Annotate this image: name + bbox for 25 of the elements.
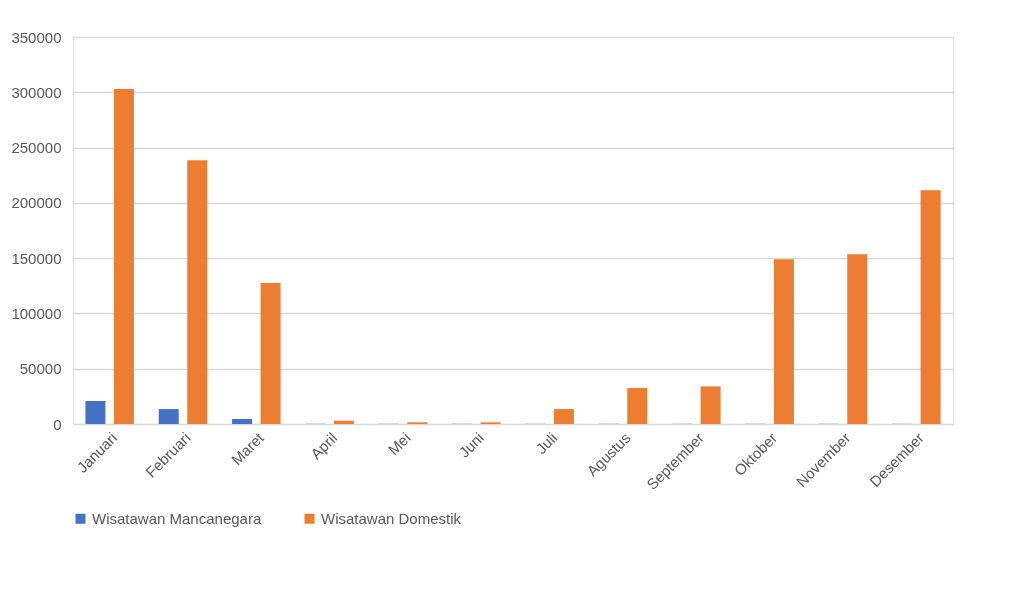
bar <box>920 190 941 424</box>
y-tick-label: 0 <box>53 415 62 433</box>
y-tick-label: 150000 <box>11 249 62 267</box>
legend-label: Wisatawan Domestik <box>321 509 462 527</box>
y-tick-label: 250000 <box>11 139 62 157</box>
y-tick-label: 200000 <box>11 194 62 212</box>
bar <box>232 419 253 424</box>
bar <box>627 388 648 424</box>
bar <box>847 254 868 424</box>
bar <box>260 283 281 424</box>
legend-label: Wisatawan Mancanegara <box>92 509 262 527</box>
bar <box>113 88 134 424</box>
bar <box>158 409 179 424</box>
bar <box>553 409 574 424</box>
bar <box>333 420 354 424</box>
y-tick-label: 50000 <box>19 360 62 378</box>
y-tick-label: 350000 <box>11 28 62 46</box>
x-tick-label: Mei <box>384 429 414 459</box>
y-tick-label: 100000 <box>11 304 62 322</box>
bar <box>700 386 721 424</box>
x-tick-label: Juli <box>532 429 561 458</box>
bar <box>187 160 208 424</box>
bar <box>85 401 106 424</box>
bar <box>773 259 794 424</box>
y-tick-label: 300000 <box>11 83 62 101</box>
